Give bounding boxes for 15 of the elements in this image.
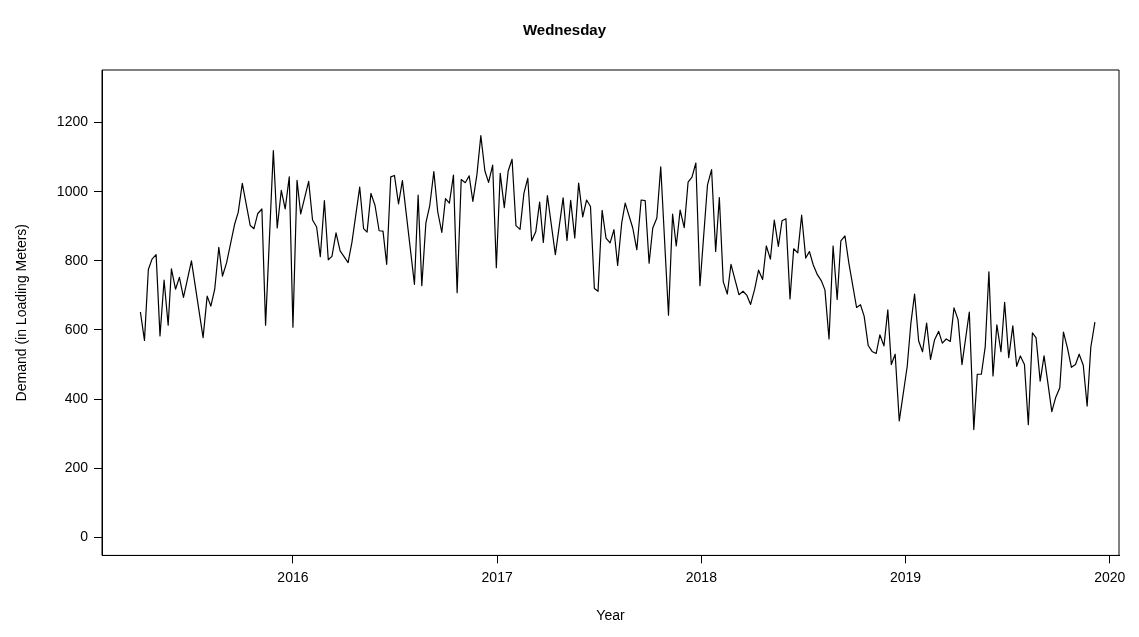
x-tick-label: 2016: [277, 568, 309, 585]
y-tick-label: 400: [64, 389, 89, 406]
x-tick-label: 2019: [890, 568, 922, 585]
x-tick-label: 2018: [685, 568, 718, 585]
x-tick-label: 2017: [481, 568, 513, 585]
y-tick-label: 0: [80, 528, 89, 545]
chart-title: Wednesday: [522, 21, 607, 39]
y-tick-label: 200: [64, 459, 89, 476]
x-tick-label: 2020: [1094, 568, 1126, 585]
x-axis-title: Year: [596, 607, 625, 624]
y-tick-label: 1200: [56, 113, 89, 130]
y-tick-label: 1000: [56, 182, 89, 199]
y-tick-label: 800: [64, 251, 89, 268]
y-axis-title: Demand (in Loading Meters): [13, 223, 30, 402]
y-tick-label: 600: [64, 320, 89, 337]
